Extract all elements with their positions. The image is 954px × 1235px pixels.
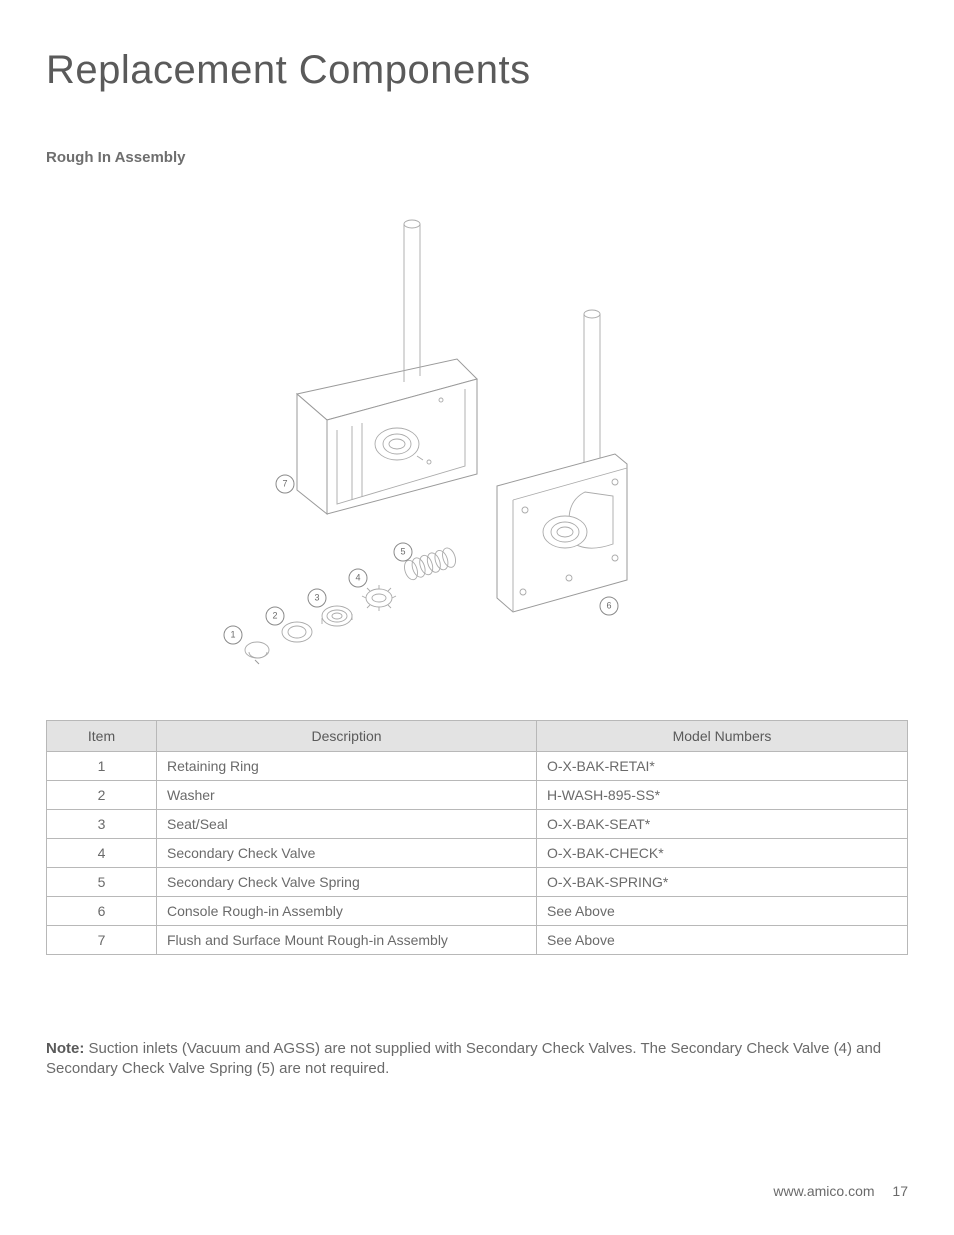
callout-4: 4 (349, 569, 367, 587)
cell-item: 3 (47, 810, 157, 839)
callout-2: 2 (266, 607, 284, 625)
svg-text:5: 5 (400, 546, 405, 556)
page-footer: www.amico.com 17 (773, 1183, 908, 1199)
table-row: 1 Retaining Ring O-X-BAK-RETAI* (47, 752, 908, 781)
table-row: 3 Seat/Seal O-X-BAK-SEAT* (47, 810, 908, 839)
note-paragraph: Note: Suction inlets (Vacuum and AGSS) a… (46, 1039, 908, 1080)
cell-item: 2 (47, 781, 157, 810)
cell-item: 7 (47, 926, 157, 955)
cell-desc: Console Rough-in Assembly (157, 897, 537, 926)
cell-model: O-X-BAK-SPRING* (537, 868, 908, 897)
cell-desc: Secondary Check Valve Spring (157, 868, 537, 897)
cell-model: O-X-BAK-RETAI* (537, 752, 908, 781)
table-row: 5 Secondary Check Valve Spring O-X-BAK-S… (47, 868, 908, 897)
parts-table: Item Description Model Numbers 1 Retaini… (46, 720, 908, 955)
svg-text:2: 2 (272, 610, 277, 620)
cell-model: H-WASH-895-SS* (537, 781, 908, 810)
cell-desc: Seat/Seal (157, 810, 537, 839)
table-row: 4 Secondary Check Valve O-X-BAK-CHECK* (47, 839, 908, 868)
svg-text:7: 7 (282, 478, 287, 488)
cell-item: 1 (47, 752, 157, 781)
page-title: Replacement Components (46, 48, 908, 93)
cell-item: 4 (47, 839, 157, 868)
svg-text:4: 4 (355, 572, 360, 582)
svg-text:1: 1 (230, 629, 235, 639)
th-item: Item (47, 721, 157, 752)
diagram-region: 1 2 3 4 5 6 7 (46, 194, 908, 684)
table-row: 2 Washer H-WASH-895-SS* (47, 781, 908, 810)
callout-6: 6 (600, 597, 618, 615)
page: Replacement Components Rough In Assembly (0, 0, 954, 1235)
cell-desc: Flush and Surface Mount Rough-in Assembl… (157, 926, 537, 955)
cell-model: O-X-BAK-SEAT* (537, 810, 908, 839)
cell-item: 5 (47, 868, 157, 897)
cell-desc: Secondary Check Valve (157, 839, 537, 868)
cell-model: O-X-BAK-CHECK* (537, 839, 908, 868)
table-row: 7 Flush and Surface Mount Rough-in Assem… (47, 926, 908, 955)
callout-3: 3 (308, 589, 326, 607)
cell-desc: Retaining Ring (157, 752, 537, 781)
svg-text:3: 3 (314, 592, 319, 602)
cell-item: 6 (47, 897, 157, 926)
section-subhead: Rough In Assembly (46, 149, 908, 166)
note-text: Suction inlets (Vacuum and AGSS) are not… (46, 1040, 881, 1077)
cell-model: See Above (537, 897, 908, 926)
note-label: Note: (46, 1040, 84, 1057)
cell-model: See Above (537, 926, 908, 955)
callout-5: 5 (394, 543, 412, 561)
svg-text:6: 6 (606, 600, 611, 610)
cell-desc: Washer (157, 781, 537, 810)
footer-url: www.amico.com (773, 1183, 874, 1199)
th-model: Model Numbers (537, 721, 908, 752)
callout-7: 7 (276, 475, 294, 493)
callout-1: 1 (224, 626, 242, 644)
table-header-row: Item Description Model Numbers (47, 721, 908, 752)
assembly-diagram: 1 2 3 4 5 6 7 (197, 194, 757, 684)
footer-page-number: 17 (892, 1183, 908, 1199)
th-desc: Description (157, 721, 537, 752)
table-row: 6 Console Rough-in Assembly See Above (47, 897, 908, 926)
